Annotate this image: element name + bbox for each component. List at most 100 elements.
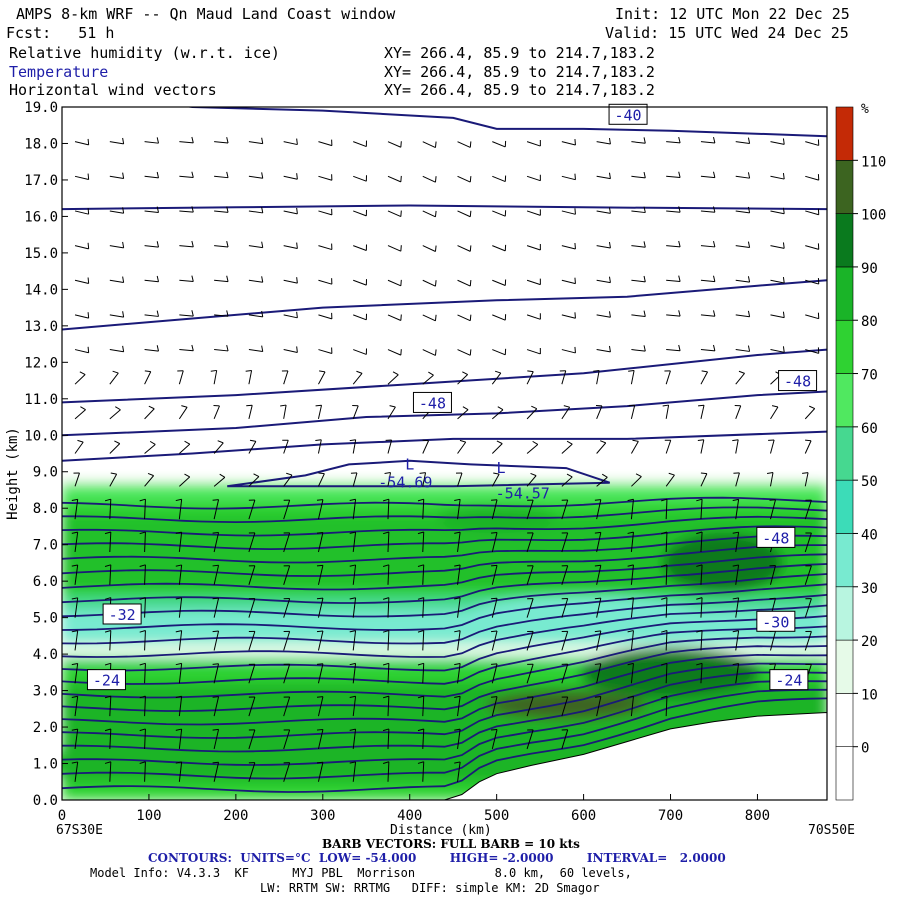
wind-barb [422,371,434,385]
colorbar-label: 90 [861,261,878,277]
wind-barb [283,696,291,717]
wind-barb [454,630,461,651]
y-tick-label: 12.0 [24,355,58,371]
wind-barb [666,136,681,144]
wind-barb [700,206,716,213]
wind-barb [283,277,298,284]
wind-barb [561,499,569,520]
wind-barb [248,696,256,717]
y-tick-label: 3.0 [33,684,58,700]
wind-barb [74,242,90,250]
y-tick-label: 4.0 [33,647,58,663]
wind-barb [735,206,751,214]
wind-barb [213,473,226,487]
wind-barb [317,472,325,487]
wind-barb [735,241,751,248]
colorbar-segment [835,319,854,374]
wind-barb [382,662,390,684]
y-tick-label: 16.0 [24,209,58,225]
wind-barb [732,597,740,618]
wind-barb [139,498,146,520]
wind-barb [594,597,602,618]
wind-barb [698,404,705,419]
wind-barb [492,348,507,356]
wind-barb [349,662,357,684]
temperature-contour [62,671,827,753]
wind-barb [283,242,298,249]
wind-barb [213,440,224,454]
y-tick-label: 6.0 [33,574,58,590]
wind-barb [628,404,636,419]
y-tick-label: 14.0 [24,282,58,298]
wind-barb [387,175,402,183]
colorbar-label: 80 [861,314,878,330]
wind-barb [248,499,256,520]
axes: 0.0 1.0 2.0 3.0 4.0 5.0 6.0 7.0 8.0 9.0 10.0 11.0 12… [5,100,828,824]
wind-barb [700,344,716,352]
x-tick-label: 200 [223,808,248,824]
wind-barb [596,473,608,487]
wind-barb [71,728,79,750]
colorbar-segment [835,213,854,268]
contour-label: -24 [86,669,126,691]
wind-barb [248,137,264,145]
y-tick-label: 10.0 [24,428,58,444]
wind-barb [457,314,472,322]
wind-barb [492,314,507,321]
wind-barb [770,207,785,215]
wind-barb [661,531,668,552]
wind-barb [382,531,390,553]
wind-barb [212,761,220,782]
temperature-contour [62,390,827,437]
wind-barb [696,662,703,684]
wind-barb [805,278,820,285]
wind-barb [492,279,507,286]
temperature-contour [62,594,827,645]
wind-barb [212,630,220,651]
wind-barb [697,439,705,454]
colorbar-segment [835,106,854,161]
wind-barb [561,440,573,454]
contour-info: CONTOURS: UNITS=°C LOW= -54.000 HIGH= -2… [148,851,726,865]
temperature-contour [62,553,827,591]
wind-barb [526,663,534,684]
wind-barb [596,241,611,249]
wind-barb [214,310,229,317]
wind-barb [417,498,425,520]
wind-barb [349,531,357,553]
wind-barb [631,473,642,487]
x-tick-label: 500 [484,808,509,824]
wind-barb [422,210,437,218]
y-tick-label: 13.0 [24,319,58,335]
wind-barb [248,532,256,553]
field-name-temperature: Temperature [9,63,109,81]
wind-barb [179,344,194,352]
physics-info: LW: RRTM SW: RRTMG DIFF: simple KM: 2D S… [260,881,600,895]
wind-barb [74,439,84,454]
wind-barb [417,695,425,717]
plot-frame [61,106,828,801]
wind-barb [283,472,293,487]
wind-barb [492,210,507,217]
wind-barb [594,696,602,717]
contour-labels: -40-48-48-48-32 -30-24 -24L-54.69L-54.57 [86,103,818,691]
wind-barb [353,313,368,321]
wind-barb [594,564,602,585]
wind-barb [248,565,256,585]
wind-barb [491,630,498,651]
wind-barb [71,761,79,782]
wind-barb [595,405,603,420]
wind-barb [700,472,708,487]
x-tick-label: 100 [136,808,161,824]
wind-barb [526,370,534,385]
wind-barb [631,241,646,248]
wind-barb [179,206,194,213]
wind-barb [596,311,611,318]
temperature-contour [62,645,827,712]
wind-barb [349,630,357,651]
wind-barb [214,171,229,179]
wind-barb [175,597,183,618]
temperature-contour [62,653,827,726]
wind-barb [594,630,602,651]
wind-barb [491,472,500,487]
